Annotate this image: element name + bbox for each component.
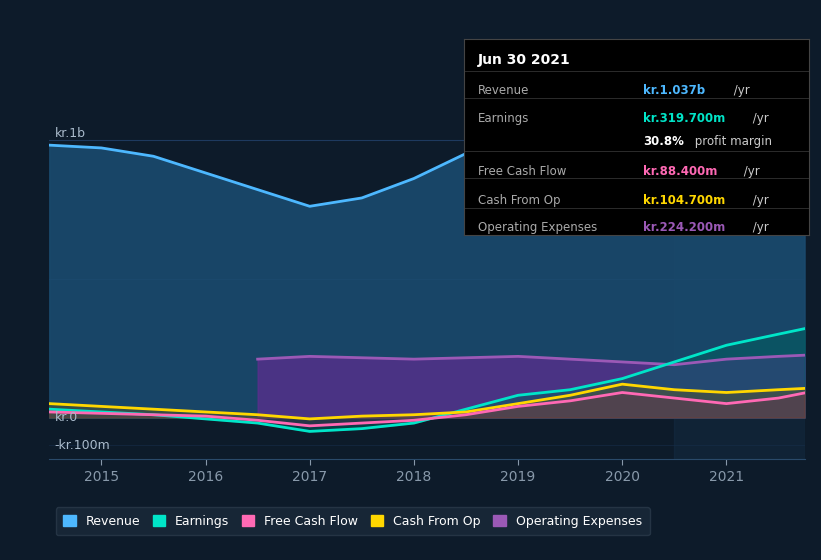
Text: Earnings: Earnings	[478, 112, 529, 125]
Text: Operating Expenses: Operating Expenses	[478, 222, 597, 235]
Text: kr.319.700m: kr.319.700m	[643, 112, 726, 125]
Text: kr.88.400m: kr.88.400m	[643, 165, 718, 178]
Text: kr.1.037b: kr.1.037b	[643, 85, 705, 97]
Text: profit margin: profit margin	[691, 136, 773, 148]
Text: /yr: /yr	[750, 112, 769, 125]
Legend: Revenue, Earnings, Free Cash Flow, Cash From Op, Operating Expenses: Revenue, Earnings, Free Cash Flow, Cash …	[56, 507, 649, 535]
Text: -kr.100m: -kr.100m	[54, 439, 110, 452]
Text: kr.104.700m: kr.104.700m	[643, 194, 726, 207]
Text: Revenue: Revenue	[478, 85, 529, 97]
Text: Cash From Op: Cash From Op	[478, 194, 560, 207]
Text: kr.1b: kr.1b	[54, 127, 85, 139]
Text: kr.0: kr.0	[54, 411, 78, 424]
Bar	[674, 84, 805, 459]
Text: /yr: /yr	[750, 194, 769, 207]
Text: Free Cash Flow: Free Cash Flow	[478, 165, 566, 178]
Text: 30.8%: 30.8%	[643, 136, 684, 148]
Text: /yr: /yr	[750, 222, 769, 235]
Text: kr.224.200m: kr.224.200m	[643, 222, 726, 235]
Text: /yr: /yr	[730, 85, 750, 97]
Text: Jun 30 2021: Jun 30 2021	[478, 53, 571, 67]
Text: /yr: /yr	[740, 165, 759, 178]
